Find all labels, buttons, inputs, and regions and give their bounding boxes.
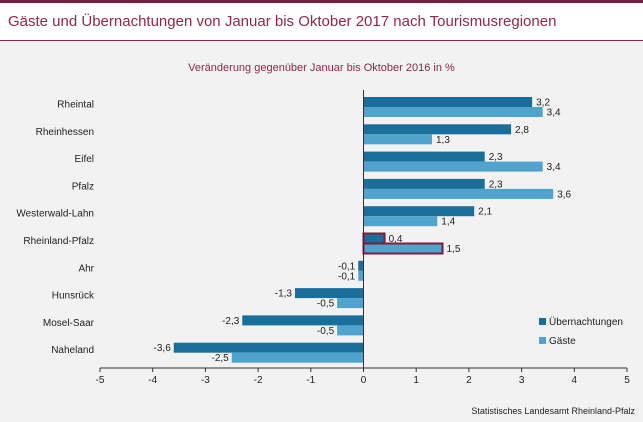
data-label: 2,8: [515, 125, 529, 136]
x-tick-label: 2: [466, 375, 472, 386]
legend-swatch: [539, 318, 546, 325]
bar-gaeste: [337, 298, 364, 309]
bar-uebernachtungen: [363, 206, 475, 217]
category-label: Naheland: [51, 345, 94, 356]
bar-gaeste: [363, 134, 433, 145]
data-label: -2,3: [222, 316, 240, 327]
data-label: 2,1: [478, 207, 492, 218]
data-label: -2,5: [212, 353, 230, 364]
data-label: 0,4: [389, 234, 403, 245]
x-tick-label: -1: [306, 375, 315, 386]
bar-uebernachtungen: [294, 288, 364, 299]
data-label: -0,5: [317, 326, 335, 337]
category-label: Rheintal: [57, 100, 94, 111]
title-divider: [0, 40, 643, 41]
x-tick-label: -5: [96, 375, 105, 386]
bar-uebernachtungen: [358, 260, 364, 271]
data-label: -0,5: [317, 299, 335, 310]
source-note: Statistisches Landesamt Rheinland-Pfalz: [471, 406, 635, 416]
category-label: Rheinhessen: [36, 127, 94, 138]
bar-gaeste: [363, 107, 543, 117]
category-label: Hunsrück: [52, 291, 95, 302]
data-label: -1,3: [275, 289, 293, 300]
bar-gaeste: [363, 216, 438, 227]
x-tick-label: 5: [624, 375, 630, 386]
category-label: Westerwald-Lahn: [16, 209, 94, 220]
legend-label: Übernachtungen: [549, 316, 623, 328]
category-label: Rheinland-Pfalz: [23, 236, 94, 247]
data-label: -3,6: [154, 343, 172, 354]
category-label: Mosel-Saar: [43, 318, 95, 329]
chart-subtitle: Veränderung gegenüber Januar bis Oktober…: [188, 62, 455, 74]
legend-label: Gäste: [549, 336, 576, 347]
data-label: 3,4: [547, 108, 561, 119]
bar-uebernachtungen: [363, 178, 485, 189]
data-label: 2,3: [489, 179, 503, 190]
bar-gaeste: [337, 325, 364, 336]
bar-uebernachtungen: [363, 124, 512, 135]
x-tick-label: -2: [254, 375, 263, 386]
data-label: 3,2: [536, 98, 550, 109]
page-title: Gäste und Übernachtungen von Januar bis …: [8, 13, 557, 30]
x-tick-label: -3: [201, 375, 210, 386]
top-accent-rule: [0, 0, 643, 3]
bar-uebernachtungen: [242, 315, 364, 326]
bar-uebernachtungen: [362, 232, 386, 245]
x-tick-label: 4: [572, 375, 578, 386]
bar-uebernachtungen: [173, 342, 364, 353]
bar-gaeste: [231, 352, 364, 363]
legend-swatch: [539, 337, 546, 344]
bar-gaeste: [363, 188, 554, 199]
bar-uebernachtungen: [363, 97, 533, 107]
data-label: 2,3: [489, 152, 503, 163]
data-label: 1,3: [436, 135, 450, 146]
x-tick-label: 1: [413, 375, 419, 386]
data-label: -0,1: [338, 261, 356, 272]
bar-gaeste: [363, 161, 543, 172]
category-label: Eifel: [75, 154, 94, 165]
data-label: -0,1: [338, 271, 356, 282]
bar-gaeste: [358, 270, 364, 281]
x-tick-label: 0: [361, 375, 367, 386]
data-label: 3,4: [547, 162, 561, 173]
x-tick-label: -4: [148, 375, 157, 386]
x-tick-label: 3: [519, 375, 525, 386]
data-label: 1,4: [441, 217, 455, 228]
bar-uebernachtungen: [363, 151, 485, 162]
bar-gaeste: [362, 242, 444, 255]
data-label: 1,5: [447, 244, 461, 255]
category-label: Ahr: [78, 263, 94, 274]
data-label: 3,6: [557, 189, 571, 200]
category-label: Pfalz: [72, 181, 94, 192]
